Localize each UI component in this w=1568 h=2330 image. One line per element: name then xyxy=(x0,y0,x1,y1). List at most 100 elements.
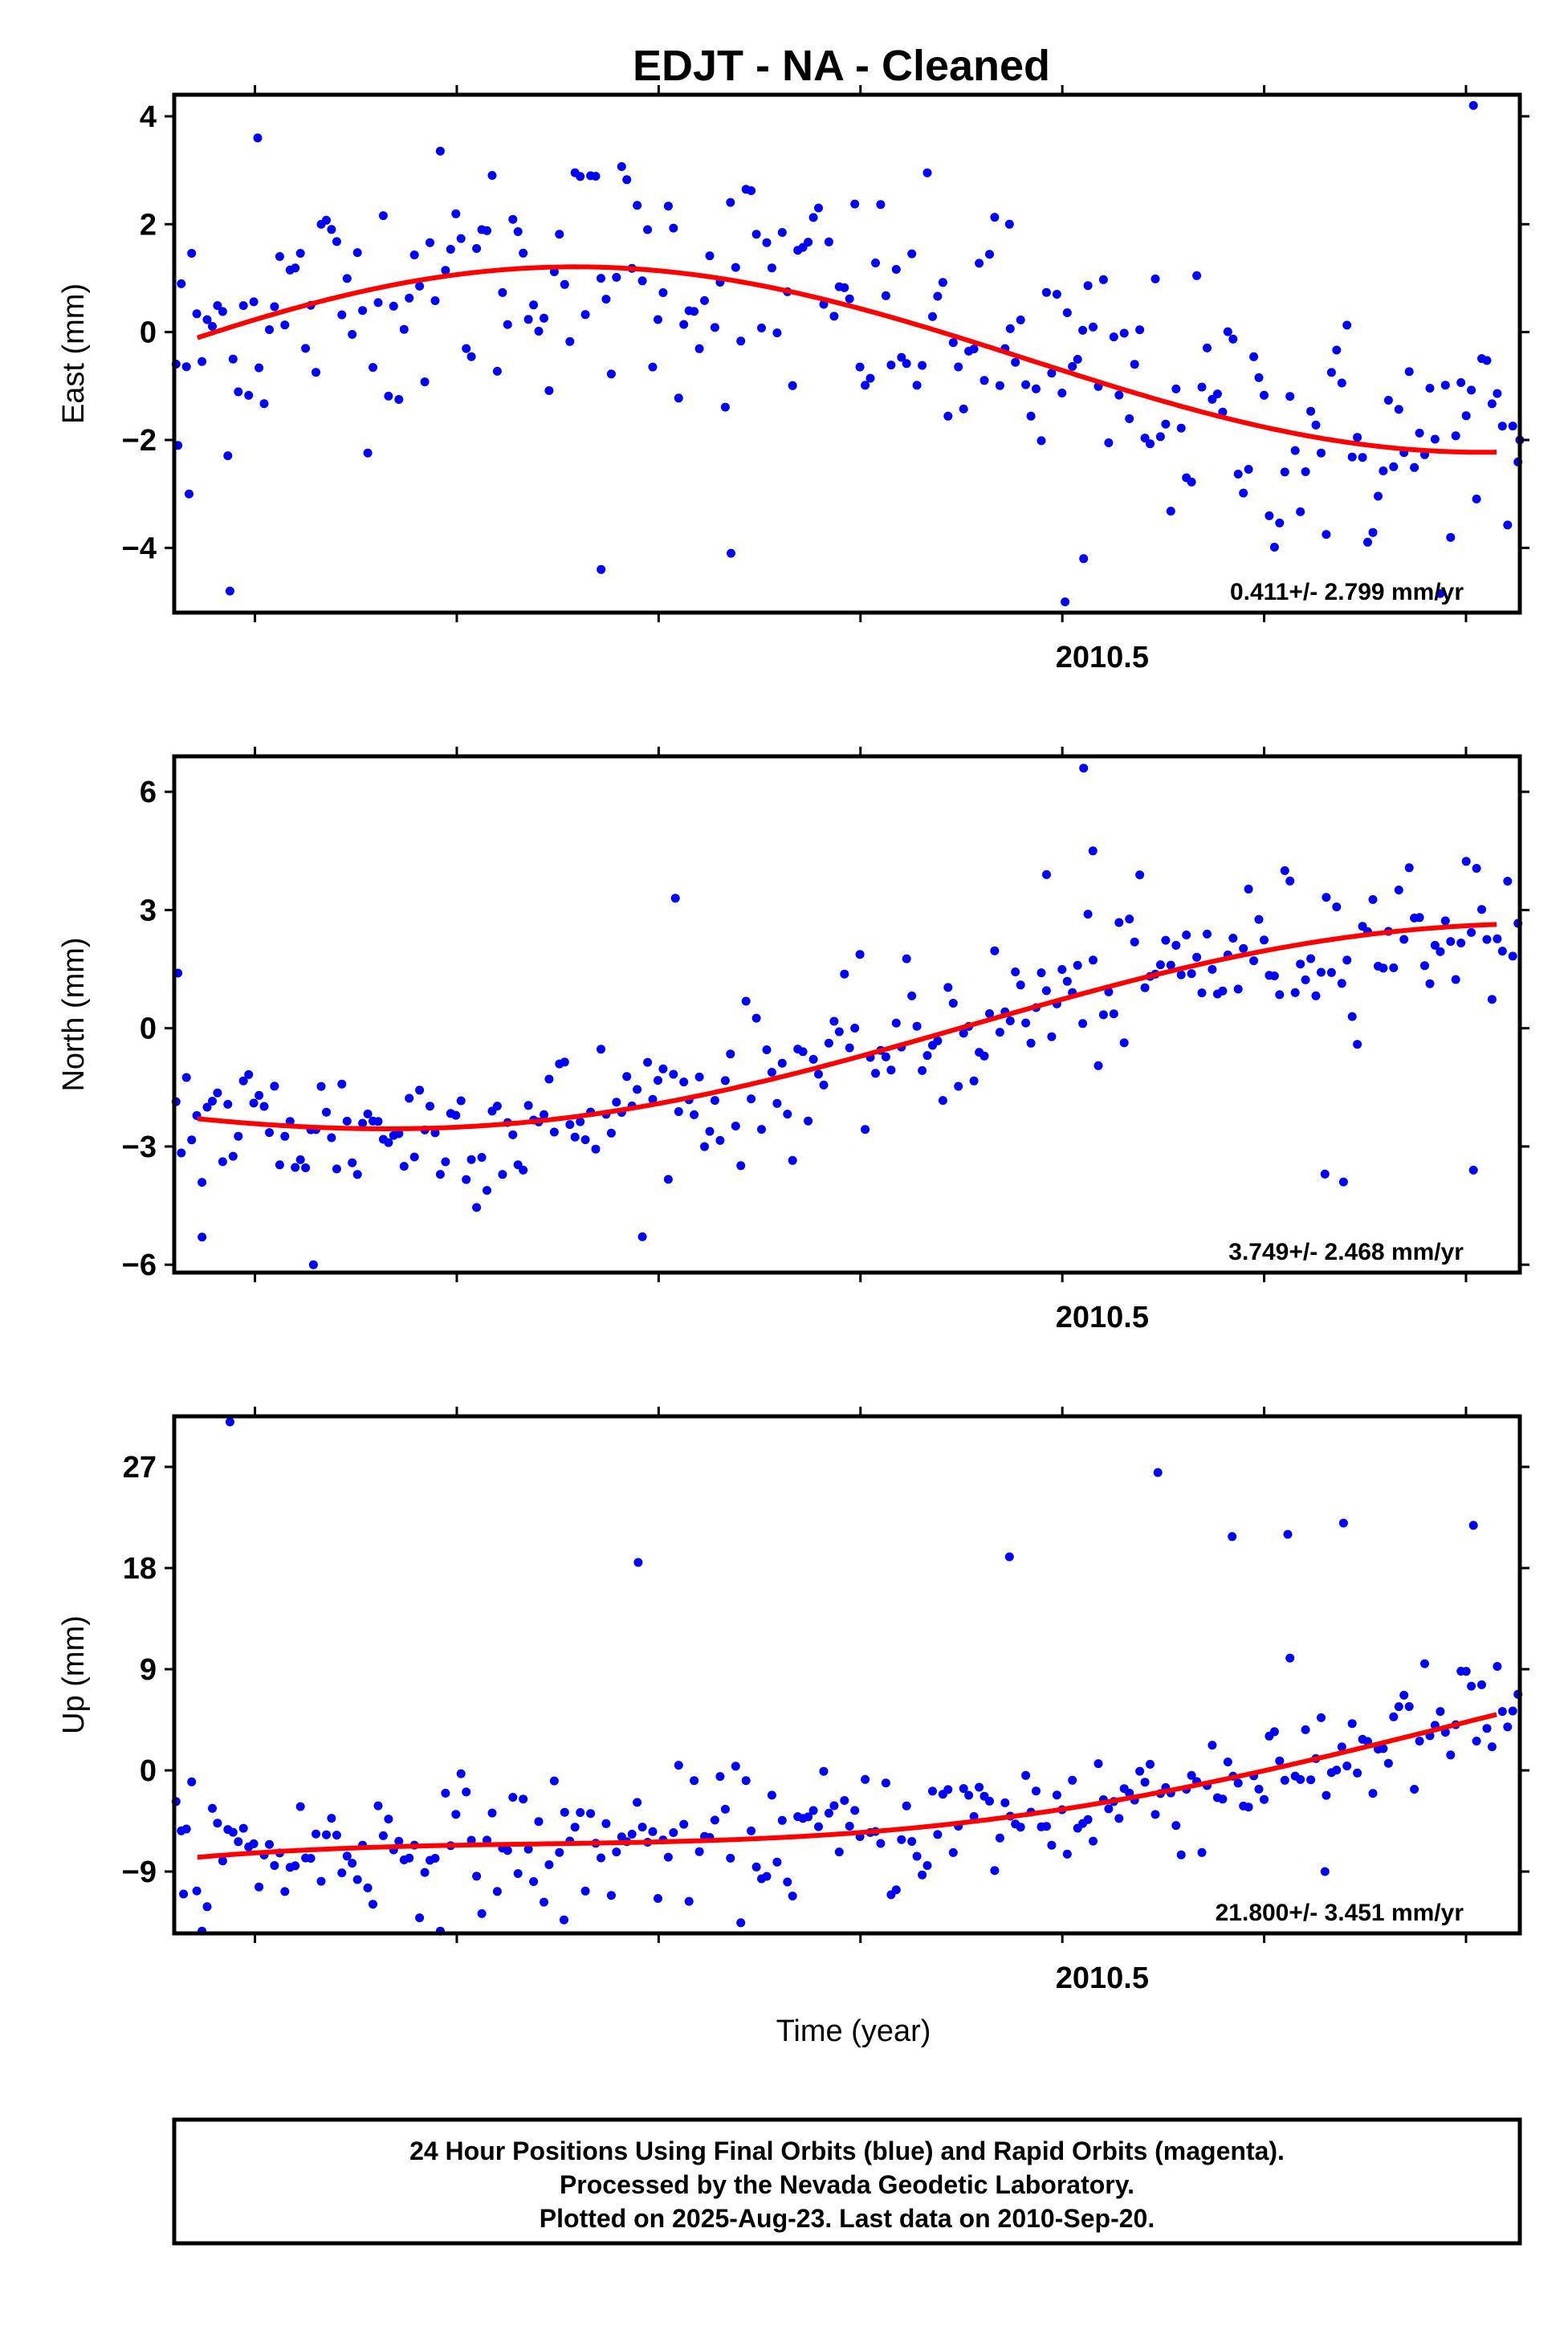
data-point xyxy=(1098,275,1108,284)
data-point xyxy=(694,1847,704,1856)
data-point xyxy=(202,1902,212,1912)
data-point xyxy=(415,1913,425,1923)
data-point xyxy=(597,274,605,283)
data-point xyxy=(1233,984,1243,994)
data-point xyxy=(306,1854,316,1863)
data-point xyxy=(1347,1012,1357,1021)
data-point xyxy=(633,1085,642,1094)
data-point xyxy=(483,1186,491,1196)
data-point xyxy=(1311,991,1321,1000)
data-point xyxy=(834,1847,844,1857)
data-point xyxy=(456,234,466,243)
data-point xyxy=(441,266,450,275)
data-point xyxy=(881,291,890,300)
data-point xyxy=(384,1815,393,1824)
data-point xyxy=(694,344,704,353)
footer-box xyxy=(172,2117,1522,2246)
data-point xyxy=(540,1897,548,1907)
data-point xyxy=(710,1815,719,1825)
y-axis-label: East (mm) xyxy=(57,283,91,424)
data-point xyxy=(1135,325,1145,335)
data-point xyxy=(177,1148,186,1158)
data-point xyxy=(327,1814,336,1823)
data-point xyxy=(363,448,373,458)
data-point xyxy=(876,200,886,210)
data-point xyxy=(1332,1766,1342,1775)
data-point xyxy=(1338,1518,1348,1528)
y-tick-label: 6 xyxy=(140,776,157,809)
data-point xyxy=(1249,956,1259,966)
data-point xyxy=(560,1807,569,1817)
data-point xyxy=(654,1894,662,1903)
data-point xyxy=(1016,316,1025,324)
data-point xyxy=(342,1851,352,1861)
data-point xyxy=(1337,1742,1346,1752)
data-point xyxy=(270,1861,279,1870)
data-point xyxy=(814,1069,823,1079)
data-point xyxy=(487,171,497,180)
data-point xyxy=(855,950,865,959)
data-point xyxy=(580,1886,590,1896)
data-point xyxy=(871,1069,880,1078)
data-point xyxy=(555,230,564,239)
data-point xyxy=(253,133,263,143)
y-tick-label: 4 xyxy=(140,100,157,134)
data-point xyxy=(415,1086,425,1095)
data-point xyxy=(1146,439,1155,449)
data-point xyxy=(1326,368,1336,377)
data-point xyxy=(384,391,393,401)
data-point xyxy=(808,1806,818,1815)
data-point xyxy=(788,381,797,390)
data-point xyxy=(670,894,680,903)
data-point xyxy=(1016,1823,1025,1832)
data-point xyxy=(861,1774,870,1784)
data-point xyxy=(1187,1770,1196,1780)
data-point xyxy=(1249,352,1259,361)
data-point xyxy=(1425,979,1435,988)
data-point xyxy=(1430,434,1440,444)
data-point xyxy=(726,1049,735,1059)
data-point xyxy=(622,1072,632,1081)
data-point xyxy=(1363,537,1372,547)
data-point xyxy=(534,1817,544,1827)
data-point xyxy=(1368,528,1378,537)
data-point xyxy=(1332,902,1342,911)
data-point xyxy=(627,1829,637,1839)
data-point xyxy=(788,1155,797,1165)
data-point xyxy=(637,1232,647,1241)
data-point xyxy=(731,1122,740,1130)
data-point xyxy=(1497,422,1507,431)
data-point xyxy=(1047,1032,1057,1041)
data-point xyxy=(772,1098,782,1108)
data-point xyxy=(674,1761,683,1770)
data-point xyxy=(654,1076,662,1086)
data-point xyxy=(1322,530,1331,540)
x-tick-label: 2010.5 xyxy=(1056,1961,1149,1995)
data-point xyxy=(466,1835,476,1845)
data-point xyxy=(472,1203,482,1212)
data-point xyxy=(565,336,575,346)
data-point xyxy=(1487,995,1497,1004)
y-tick-label: 0 xyxy=(140,1754,157,1788)
data-point xyxy=(218,1157,227,1167)
data-point xyxy=(1322,893,1331,902)
data-point xyxy=(327,225,336,234)
data-point xyxy=(1404,1702,1414,1711)
data-point xyxy=(519,1165,528,1175)
data-point xyxy=(1078,325,1088,335)
data-point xyxy=(612,1847,621,1857)
data-point xyxy=(399,324,409,334)
data-point xyxy=(715,1135,725,1145)
data-point xyxy=(772,328,782,338)
data-point xyxy=(1347,452,1357,462)
data-point xyxy=(1119,1038,1129,1048)
data-point xyxy=(1171,940,1181,950)
data-point xyxy=(1317,967,1326,977)
data-point xyxy=(389,301,398,311)
data-point xyxy=(332,1831,341,1840)
data-point xyxy=(1399,935,1409,944)
data-point xyxy=(1140,983,1150,992)
data-point xyxy=(959,404,968,413)
data-point xyxy=(1404,367,1414,377)
data-point xyxy=(1468,100,1478,110)
